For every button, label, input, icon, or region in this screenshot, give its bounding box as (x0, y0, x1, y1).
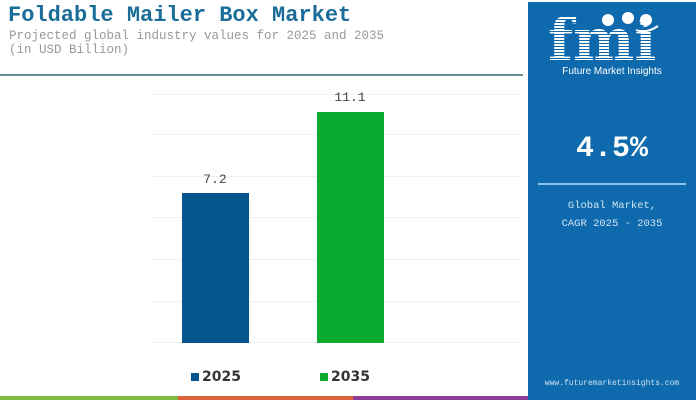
gridline (150, 94, 520, 95)
bottom-strip-purple (353, 396, 528, 400)
chart-subtitle: Projected global industry values for 202… (9, 29, 384, 57)
cagr-divider (538, 183, 686, 185)
legend-item-2025: 2025 (191, 369, 241, 385)
subtitle-line-2: (in USD Billion) (9, 43, 130, 57)
legend-swatch-2035 (320, 373, 328, 381)
side-panel: fmi Future Market Insights 4.5% Global M… (528, 2, 696, 400)
cagr-line-1: Global Market, (567, 200, 657, 212)
subtitle-line-1: Projected global industry values for 202… (9, 29, 385, 43)
bar-label-2035: 11.1 (334, 90, 366, 105)
cagr-value: 4.5% (575, 132, 648, 166)
legend-label-2025: 2025 (202, 369, 241, 385)
cagr-line-2: CAGR 2025 - 2035 (561, 218, 663, 230)
legend-label-2035: 2035 (331, 369, 370, 385)
bar-label-2025: 7.2 (203, 172, 227, 187)
cagr-description: Global Market, CAGR 2025 - 2035 (528, 197, 696, 233)
fmi-logo: fmi Future Market Insights (528, 6, 696, 78)
chart-title: Foldable Mailer Box Market (8, 3, 352, 28)
header-divider (0, 74, 523, 76)
brand-name: Future Market Insights (562, 66, 661, 77)
legend-swatch-2025 (191, 373, 199, 381)
svg-text:fmi: fmi (548, 8, 656, 74)
website-url: www.futuremarketinsights.com (544, 379, 680, 388)
legend-item-2035: 2035 (320, 369, 370, 385)
bar-2035 (317, 112, 384, 343)
bar-2025 (182, 193, 249, 343)
bottom-strip-orange (178, 396, 353, 400)
bottom-strip-green (0, 396, 178, 400)
